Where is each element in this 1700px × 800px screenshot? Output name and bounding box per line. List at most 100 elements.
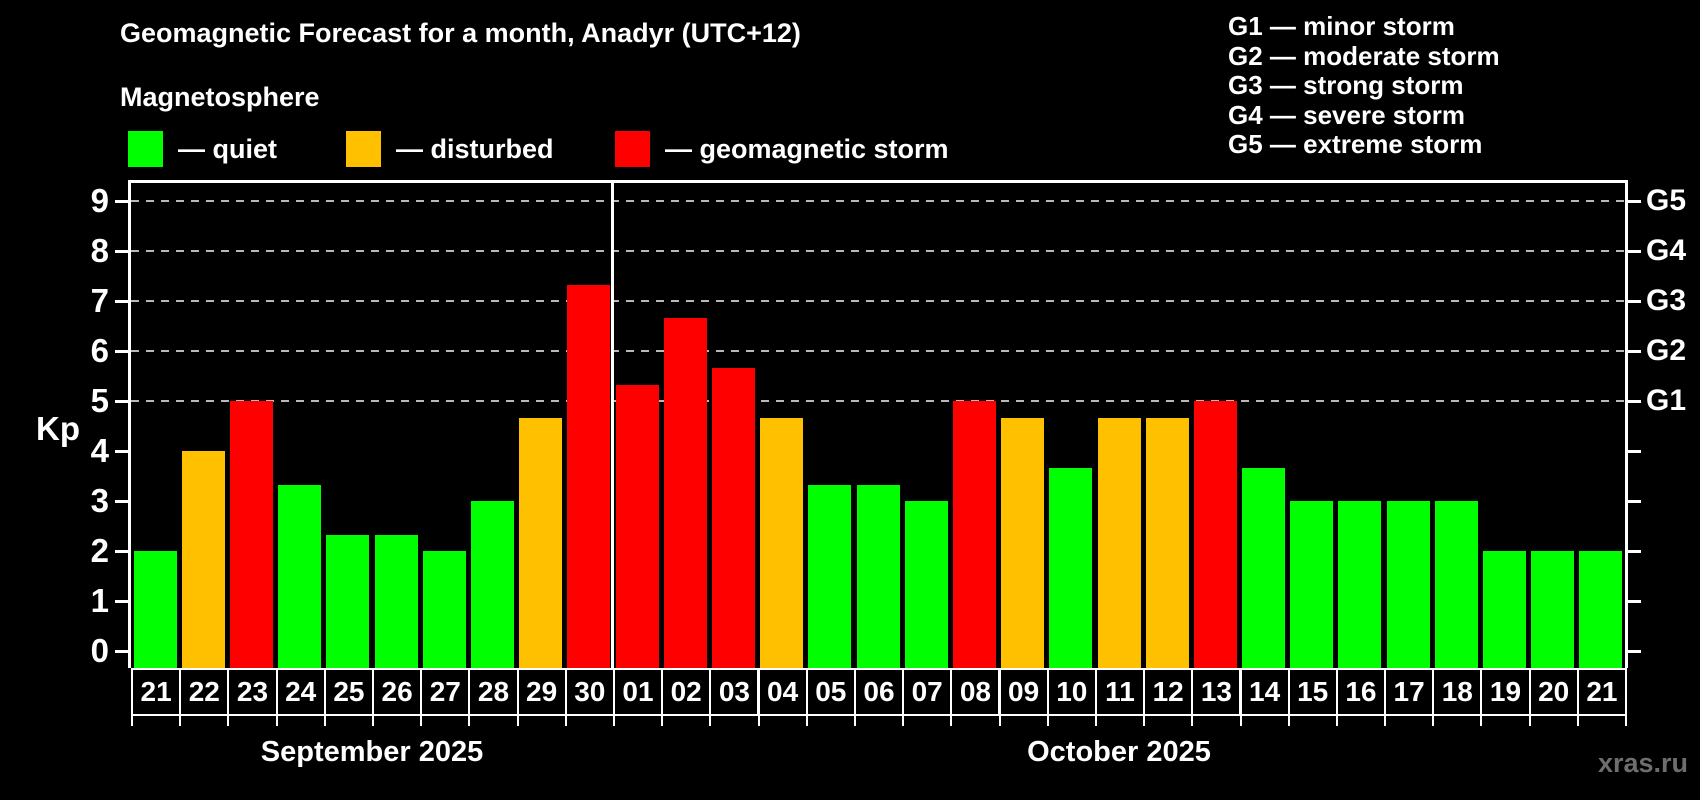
kp-bar-oct-13 — [1193, 401, 1237, 668]
day-label-oct-04: 04 — [757, 668, 808, 716]
right-axis-label-g3: G3 — [1646, 284, 1687, 317]
legend-item-disturbed: — disturbed — [346, 130, 554, 168]
day-boundary-tick — [1143, 714, 1146, 726]
day-label-oct-03: 03 — [709, 668, 760, 716]
y-axis-line — [128, 180, 131, 668]
day-boundary-tick — [1046, 714, 1049, 726]
day-boundary-tick — [1576, 714, 1579, 726]
kp-bar-oct-08 — [952, 401, 996, 668]
y-tick-label-7: 7 — [90, 282, 109, 319]
kp-bar-oct-16 — [1338, 501, 1382, 668]
right-tick-4 — [1628, 449, 1641, 453]
kp-bar-sep-22 — [181, 451, 225, 668]
right-axis-label-g1: G1 — [1646, 384, 1687, 417]
day-boundary-tick — [1239, 714, 1242, 726]
day-boundary-tick — [1384, 714, 1386, 726]
quiet-color-swatch — [128, 131, 163, 167]
day-label-sep-22: 22 — [179, 668, 230, 716]
watermark: xras.ru — [1597, 748, 1688, 778]
y-tick-4 — [115, 449, 128, 453]
y-tick-label-0: 0 — [90, 632, 109, 669]
day-boundary-tick — [1625, 714, 1627, 726]
y-tick-8 — [115, 249, 128, 253]
kp-bar-sep-24 — [278, 484, 322, 668]
kp-bar-oct-20 — [1531, 551, 1575, 668]
kp-bar-oct-03 — [711, 367, 755, 668]
day-label-oct-07: 07 — [902, 668, 953, 716]
y-tick-7 — [115, 299, 128, 303]
day-label-oct-09: 09 — [998, 668, 1049, 716]
kp-bar-oct-06 — [856, 484, 900, 668]
y-tick-3 — [115, 499, 128, 503]
day-label-sep-23: 23 — [227, 668, 278, 716]
day-label-sep-30: 30 — [564, 668, 615, 716]
y-tick-label-5: 5 — [90, 382, 109, 419]
day-boundary-tick — [420, 714, 423, 726]
month-label-october: October 2025 — [1027, 736, 1211, 768]
day-label-oct-08: 08 — [950, 668, 1001, 716]
kp-bar-oct-19 — [1483, 551, 1526, 668]
kp-bar-oct-10 — [1049, 467, 1093, 668]
day-boundary-tick — [516, 714, 519, 726]
kp-bar-oct-11 — [1097, 417, 1141, 668]
gridline-kp7 — [131, 300, 1625, 302]
day-label-sep-21: 21 — [131, 668, 182, 716]
g3-legend-line: G3 — strong storm — [1228, 70, 1464, 100]
day-label-oct-21: 21 — [1576, 668, 1627, 716]
day-boundary-tick — [179, 714, 182, 726]
kp-bar-sep-27 — [422, 551, 466, 668]
day-label-oct-20: 20 — [1528, 668, 1579, 716]
g4-legend-line: G4 — severe storm — [1228, 99, 1466, 130]
legend-label-quiet: — quiet — [178, 133, 277, 164]
right-tick-7 — [1628, 299, 1641, 303]
kp-bar-sep-26 — [374, 534, 418, 668]
day-label-oct-12: 12 — [1143, 668, 1194, 716]
day-label-sep-24: 24 — [275, 668, 326, 716]
disturbed-color-swatch — [346, 131, 381, 167]
kp-bar-sep-25 — [326, 534, 370, 668]
g1-legend-line: G1 — minor storm — [1228, 11, 1455, 41]
y-tick-0 — [115, 649, 128, 653]
day-label-sep-26: 26 — [372, 668, 423, 716]
day-boundary-tick — [950, 714, 953, 726]
day-label-sep-27: 27 — [420, 668, 471, 716]
day-boundary-tick — [564, 714, 567, 726]
right-tick-6 — [1628, 349, 1641, 353]
gridline-kp5 — [131, 400, 1625, 402]
gridline-kp8 — [131, 250, 1625, 252]
day-boundary-tick — [275, 714, 278, 726]
g-scale-legend: G1 — minor storm G2 — moderate storm G3 … — [1228, 11, 1500, 160]
month-separator-line — [611, 183, 615, 668]
kp-bar-oct-15 — [1290, 501, 1334, 668]
kp-bar-sep-21 — [133, 551, 177, 668]
right-axis-label-g5: G5 — [1646, 184, 1687, 217]
page-title: Geomagnetic Forecast for a month, Anadyr… — [120, 18, 801, 48]
kp-bar-oct-12 — [1145, 417, 1189, 668]
day-label-oct-18: 18 — [1432, 668, 1483, 716]
y-tick-2 — [115, 549, 128, 553]
kp-bar-oct-21 — [1579, 551, 1623, 668]
day-label-oct-16: 16 — [1335, 668, 1386, 716]
day-boundary-tick — [757, 714, 760, 726]
y-tick-5 — [115, 399, 128, 403]
day-boundary-tick — [1191, 714, 1194, 726]
day-boundary-tick — [1432, 714, 1435, 726]
g5-legend-line: G5 — extreme storm — [1228, 129, 1483, 159]
kp-bar-oct-18 — [1434, 501, 1478, 668]
kp-bar-oct-04 — [760, 417, 804, 668]
kp-bar-oct-02 — [663, 317, 707, 668]
right-tick-5 — [1628, 399, 1641, 403]
kp-bar-oct-05 — [808, 484, 852, 668]
gridline-kp6 — [131, 350, 1625, 352]
y-axis-label: Kp — [36, 410, 80, 447]
day-boundary-tick — [323, 714, 326, 726]
y-tick-label-2: 2 — [90, 532, 109, 569]
day-label-oct-11: 11 — [1094, 668, 1146, 716]
kp-bar-sep-28 — [471, 501, 514, 668]
kp-bar-oct-07 — [904, 501, 948, 668]
day-boundary-tick — [612, 714, 615, 726]
y-tick-1 — [115, 599, 128, 603]
right-tick-2 — [1628, 549, 1641, 553]
day-label-oct-17: 17 — [1384, 668, 1435, 716]
